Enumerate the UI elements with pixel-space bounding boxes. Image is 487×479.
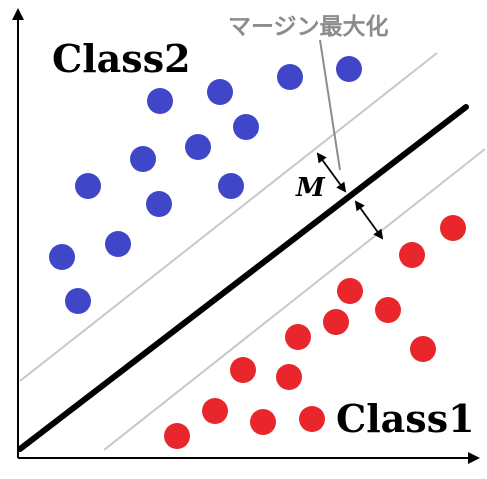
lower-margin-line xyxy=(103,148,486,451)
class2-point xyxy=(218,173,244,199)
class2-label: Class2 xyxy=(52,36,191,81)
class2-point xyxy=(75,173,101,199)
class2-point xyxy=(147,88,173,114)
class2-point xyxy=(146,191,172,217)
class2-point xyxy=(105,231,131,257)
class1-point xyxy=(399,242,425,268)
class2-point xyxy=(207,79,233,105)
class1-point xyxy=(164,423,190,449)
class1-point xyxy=(440,215,466,241)
decision-boundary xyxy=(17,104,469,452)
class1-point xyxy=(285,324,311,350)
margin-arrow-lower xyxy=(354,200,384,240)
class2-point xyxy=(336,56,362,82)
margin-symbol: M xyxy=(295,173,326,203)
class1-point xyxy=(299,406,325,432)
class2-points xyxy=(49,56,362,314)
class1-point xyxy=(375,297,401,323)
class2-point xyxy=(65,288,91,314)
class1-point xyxy=(230,357,256,383)
class1-point xyxy=(410,336,436,362)
class1-points xyxy=(164,215,466,449)
margin-maximization-title: マージン最大化 xyxy=(228,13,389,40)
class1-point xyxy=(250,409,276,435)
margin-arrow-upper xyxy=(316,152,347,193)
class1-point xyxy=(323,309,349,335)
class2-point xyxy=(277,64,303,90)
class1-point xyxy=(202,398,228,424)
class2-point xyxy=(185,134,211,160)
class2-point xyxy=(130,146,156,172)
class2-point xyxy=(233,114,259,140)
class1-point xyxy=(276,364,302,390)
title-pointer-line xyxy=(319,39,341,171)
class1-point xyxy=(337,278,363,304)
class2-point xyxy=(49,244,75,270)
upper-margin-line xyxy=(19,52,438,382)
class1-label: Class1 xyxy=(336,396,475,441)
